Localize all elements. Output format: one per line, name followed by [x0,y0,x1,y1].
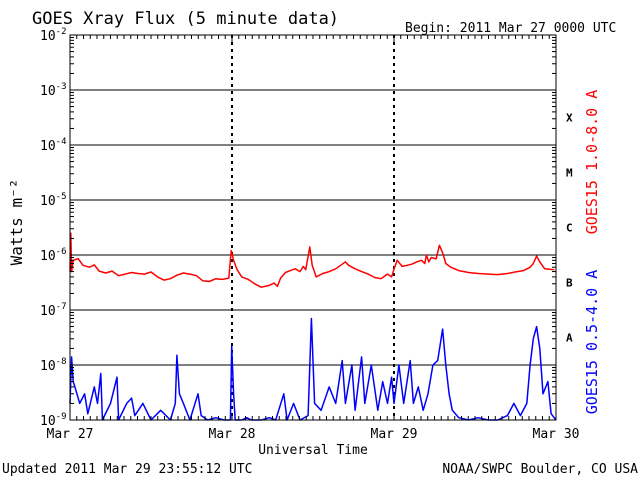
chart-title: GOES Xray Flux (5 minute data) [32,9,339,29]
x-tick-label: Mar 29 [371,427,418,442]
flare-class-label: X [566,112,573,125]
credit-label: NOAA/SWPC Boulder, CO USA [442,462,638,477]
y-tick-label: 10-8 [40,357,67,374]
series-label-short: GOES15 0.5-4.0 A [583,270,601,415]
y-tick-label: 10-4 [40,137,67,154]
y-tick-exponent: -5 [56,192,67,202]
y-tick-exponent: -3 [56,82,67,92]
y-tick-exponent: -9 [56,412,67,422]
y-tick-label: 10-3 [40,82,67,99]
flare-class-label: A [566,332,573,345]
y-tick-exponent: -6 [56,247,67,257]
series-lines [69,232,557,421]
y-tick-exponent: -8 [56,357,67,367]
updated-timestamp: Updated 2011 Mar 29 23:55:12 UTC [2,462,252,477]
y-axis-ticks: 10-910-810-710-610-510-410-310-2 [40,27,556,429]
begin-time-label: Begin: 2011 Mar 27 0000 UTC [405,21,616,36]
series-label-long: GOES15 1.0-8.0 A [583,90,601,235]
y-tick-label: 10-7 [40,302,67,319]
y-tick-exponent: -4 [56,137,67,147]
flare-class-label: M [566,167,573,180]
series-line-short [69,317,557,421]
x-axis-ticks: Mar 27 Mar 28 Mar 29 Mar 30 [47,35,580,442]
y-tick-exponent: -2 [56,27,67,37]
flare-class-label: C [566,222,573,235]
flare-class-labels: X M C B A [566,112,573,345]
grid-lines [70,35,556,420]
series-line-long [69,232,555,288]
x-tick-label: Mar 30 [533,427,580,442]
x-tick-label: Mar 28 [209,427,256,442]
y-tick-label: 10-5 [40,192,67,209]
y-tick-label: 10-6 [40,247,67,264]
y-axis-label: Watts m⁻² [7,179,26,266]
flare-class-label: B [566,277,573,290]
x-axis-label: Universal Time [258,443,368,458]
x-tick-label: Mar 27 [47,427,94,442]
y-tick-exponent: -7 [56,302,67,312]
y-tick-label: 10-2 [40,27,67,44]
